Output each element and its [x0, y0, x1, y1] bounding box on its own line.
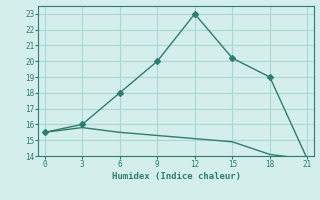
X-axis label: Humidex (Indice chaleur): Humidex (Indice chaleur): [111, 172, 241, 181]
